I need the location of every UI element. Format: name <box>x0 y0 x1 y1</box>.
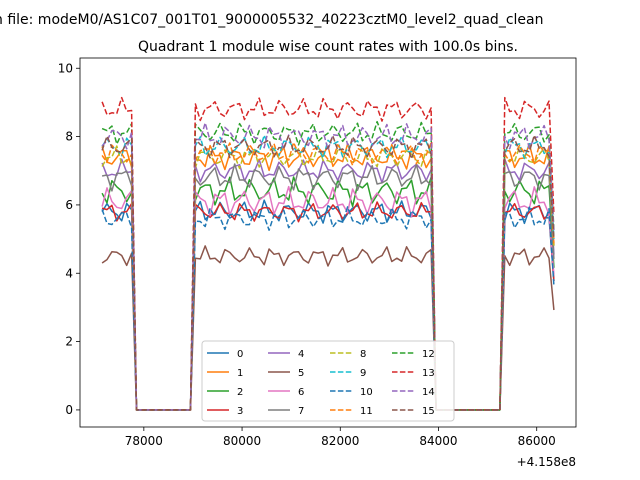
legend-label-5: 5 <box>298 368 304 379</box>
legend-label-7: 7 <box>298 406 304 417</box>
x-tick-label: 84000 <box>419 434 457 448</box>
legend-label-3: 3 <box>237 406 243 417</box>
legend-label-2: 2 <box>237 387 243 398</box>
x-tick-label: 80000 <box>223 434 261 448</box>
x-tick-label: 78000 <box>125 434 163 448</box>
legend-label-9: 9 <box>360 368 366 379</box>
legend-label-0: 0 <box>237 349 243 360</box>
y-axis: 0 2 4 6 8 10 <box>58 61 80 417</box>
figure-suptitle: n file: modeM0/AS1C07_001T01_9000005532_… <box>0 12 543 28</box>
series-line-11 <box>101 141 555 411</box>
y-tick-label: 4 <box>65 266 73 280</box>
legend-label-13: 13 <box>422 368 435 379</box>
legend-label-8: 8 <box>360 349 366 360</box>
y-tick-label: 0 <box>65 403 73 417</box>
legend-label-4: 4 <box>298 349 304 360</box>
legend-label-14: 14 <box>422 387 435 398</box>
legend-label-1: 1 <box>237 368 243 379</box>
y-tick-label: 10 <box>58 61 73 75</box>
legend-label-12: 12 <box>422 349 435 360</box>
legend-label-11: 11 <box>360 406 373 417</box>
series-line-15 <box>101 134 555 411</box>
series-lines <box>101 96 555 411</box>
axes-frame <box>79 57 577 428</box>
y-tick-label: 8 <box>65 130 73 144</box>
x-offset-label: +4.158e8 <box>517 455 576 469</box>
x-tick-label: 86000 <box>518 434 556 448</box>
y-tick-label: 2 <box>65 335 73 349</box>
y-tick-label: 6 <box>65 198 73 212</box>
legend-label-6: 6 <box>298 387 304 398</box>
x-axis: 78000 80000 82000 84000 86000 <box>125 427 556 448</box>
legend-label-10: 10 <box>360 387 373 398</box>
legend-frame <box>201 340 455 422</box>
chart-title: Quadrant 1 module wise count rates with … <box>138 39 518 55</box>
legend-label-15: 15 <box>422 406 435 417</box>
x-tick-label: 82000 <box>321 434 359 448</box>
